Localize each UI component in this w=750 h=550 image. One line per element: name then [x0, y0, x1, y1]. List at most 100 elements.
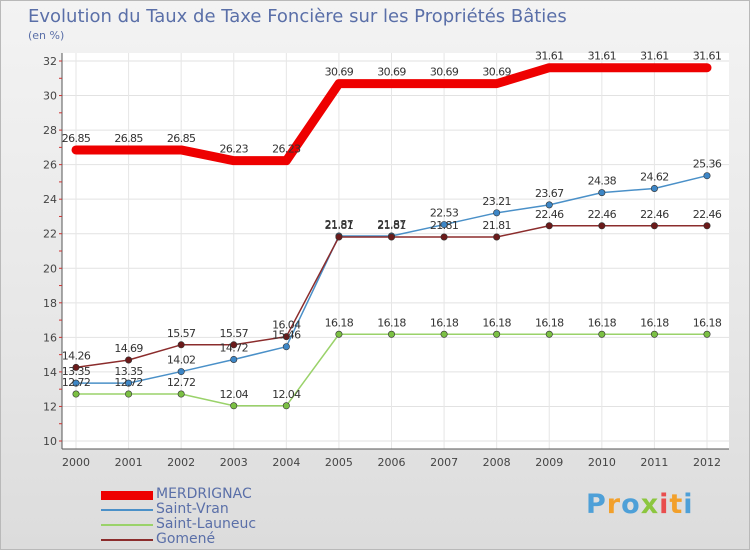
data-label-gomen-: 22.46 [640, 208, 669, 221]
data-label-saint-launeuc: 12.72 [167, 376, 196, 389]
data-point-saint-launeuc [282, 402, 290, 410]
x-tick-label: 2004 [272, 456, 300, 469]
unit-label: (en %) [28, 29, 65, 42]
data-point-saint-vran [703, 172, 711, 180]
y-tick-label: 18 [43, 297, 57, 310]
data-label-merdrignac: 26.85 [62, 132, 91, 145]
legend-swatch [101, 490, 153, 500]
logo-letter: x [640, 489, 660, 520]
data-label-saint-vran: 23.21 [482, 195, 511, 208]
data-label-merdrignac: 30.69 [325, 66, 354, 79]
legend-label: Saint-Vran [156, 501, 229, 517]
x-tick-label: 2010 [588, 456, 616, 469]
y-tick-label: 28 [43, 124, 57, 137]
x-tick-label: 2002 [167, 456, 195, 469]
data-label-merdrignac: 30.69 [482, 66, 511, 79]
data-point-saint-launeuc [598, 330, 606, 338]
data-point-gomen- [177, 341, 185, 349]
y-tick-label: 16 [43, 331, 57, 344]
data-point-saint-vran [650, 184, 658, 192]
data-label-saint-vran: 21.87 [377, 218, 406, 231]
data-label-saint-vran: 24.62 [640, 170, 669, 183]
legend-item-saint-launeuc: Saint-Launeuc [101, 516, 256, 533]
logo-letter: i [659, 489, 670, 520]
data-label-saint-launeuc: 12.72 [62, 376, 91, 389]
data-label-merdrignac: 30.69 [430, 66, 459, 79]
data-label-saint-vran: 13.35 [114, 365, 143, 378]
logo-letter: r [606, 489, 622, 520]
x-tick-label: 2000 [62, 456, 90, 469]
data-label-saint-vran: 15.46 [272, 329, 301, 342]
data-point-gomen- [703, 222, 711, 230]
data-label-merdrignac: 26.85 [167, 132, 196, 145]
data-point-gomen- [335, 233, 343, 241]
data-label-saint-vran: 14.02 [167, 354, 196, 367]
data-label-gomen-: 22.46 [535, 208, 564, 221]
data-label-gomen-: 22.46 [588, 208, 617, 221]
data-point-saint-vran [282, 343, 290, 351]
logo-letter: P [586, 489, 607, 520]
logo-letter: o [621, 489, 641, 520]
legend-swatch [101, 524, 153, 526]
data-label-saint-launeuc: 16.18 [693, 316, 722, 329]
data-label-saint-launeuc: 16.18 [482, 316, 511, 329]
data-label-gomen-: 21.81 [377, 219, 406, 232]
data-label-gomen-: 15.57 [167, 327, 196, 340]
data-point-saint-launeuc [545, 330, 553, 338]
data-label-saint-vran: 13.35 [62, 365, 91, 378]
legend-swatch [101, 539, 153, 541]
x-tick-label: 2006 [378, 456, 406, 469]
data-label-saint-vran: 22.53 [430, 207, 459, 220]
data-point-saint-launeuc [125, 390, 133, 398]
data-point-saint-vran [177, 368, 185, 376]
data-point-gomen- [598, 222, 606, 230]
data-label-merdrignac: 31.61 [693, 50, 722, 63]
y-tick-label: 26 [43, 159, 57, 172]
data-point-saint-launeuc [335, 330, 343, 338]
logo-letter: t [669, 489, 684, 520]
data-label-gomen-: 15.57 [220, 327, 249, 340]
data-label-saint-vran: 21.87 [325, 218, 354, 231]
data-point-saint-vran [493, 209, 501, 217]
data-label-gomen-: 21.81 [325, 219, 354, 232]
data-label-saint-launeuc: 12.72 [114, 376, 143, 389]
data-point-saint-launeuc [387, 330, 395, 338]
x-tick-label: 2009 [535, 456, 563, 469]
data-point-saint-launeuc [650, 330, 658, 338]
proxiti-logo: Proxiti [586, 489, 694, 520]
data-label-saint-launeuc: 16.18 [377, 316, 406, 329]
data-point-gomen- [282, 333, 290, 341]
legend-swatch [101, 509, 153, 511]
data-label-saint-vran: 23.67 [535, 187, 564, 200]
y-tick-label: 20 [43, 262, 57, 275]
y-tick-label: 12 [43, 400, 57, 413]
series-line-merdrignac [71, 63, 712, 166]
data-point-saint-vran [440, 221, 448, 229]
x-tick-label: 2005 [325, 456, 353, 469]
data-label-saint-launeuc: 16.18 [535, 316, 564, 329]
data-label-gomen-: 21.81 [430, 219, 459, 232]
y-tick-label: 24 [43, 193, 57, 206]
logo-letter: i [683, 489, 694, 520]
y-tick-label: 14 [43, 366, 57, 379]
data-label-merdrignac: 31.61 [535, 50, 564, 63]
data-point-saint-vran [230, 355, 238, 363]
data-label-merdrignac: 31.61 [640, 50, 669, 63]
data-point-saint-vran [72, 379, 80, 387]
data-point-gomen- [545, 222, 553, 230]
data-label-saint-launeuc: 12.04 [272, 388, 301, 401]
data-point-saint-launeuc [493, 330, 501, 338]
data-point-saint-vran [598, 189, 606, 197]
y-tick-label: 32 [43, 55, 57, 68]
data-label-gomen-: 14.69 [114, 342, 143, 355]
data-label-gomen-: 14.26 [62, 349, 91, 362]
data-label-saint-launeuc: 16.18 [588, 316, 617, 329]
data-label-gomen-: 21.81 [482, 219, 511, 232]
y-tick-label: 10 [43, 435, 57, 448]
data-label-saint-vran: 25.36 [693, 158, 722, 171]
data-point-gomen- [387, 233, 395, 241]
y-tick-label: 30 [43, 90, 57, 103]
plot-area [62, 53, 729, 449]
data-point-saint-launeuc [230, 402, 238, 410]
